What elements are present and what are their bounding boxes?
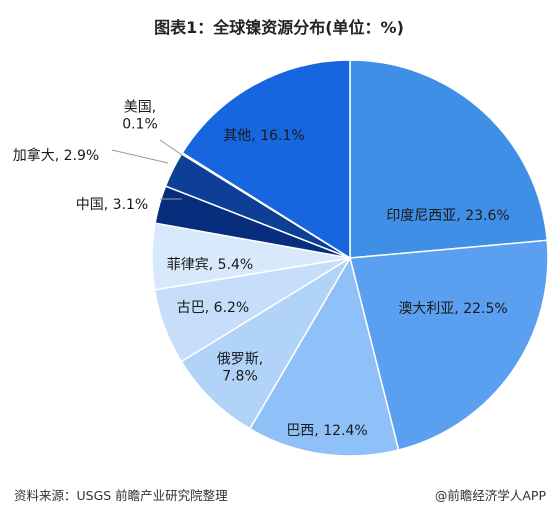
slice-label-9: 美国, 0.1%	[122, 100, 158, 133]
source-note: 资料来源：USGS 前瞻产业研究院整理	[14, 488, 228, 503]
pie-slice-10	[181, 59, 351, 260]
pie-slice-1	[349, 59, 549, 259]
chart-title: 图表1：全球镍资源分布(单位：%)	[154, 18, 404, 37]
slice-label-6: 菲律宾, 5.4%	[167, 257, 253, 273]
slice-label-7: 中国, 3.1%	[76, 197, 148, 213]
pie-slice-4	[180, 257, 351, 430]
slice-label-8: 加拿大, 2.9%	[13, 147, 99, 164]
slice-label-1: 印度尼西亚, 23.6%	[386, 208, 509, 224]
credit-note: @前瞻经济学人APP	[435, 488, 547, 503]
leader-line-8	[111, 149, 169, 164]
slice-label-3: 巴西, 12.4%	[286, 423, 367, 439]
slice-label-4: 俄罗斯, 7.8%	[217, 352, 263, 385]
leader-line-9	[159, 139, 183, 156]
pie-slice-2	[349, 239, 549, 451]
slice-label-10: 其他, 16.1%	[223, 128, 304, 144]
slice-label-5: 古巴, 6.2%	[177, 300, 249, 316]
pie-slice-3	[248, 256, 400, 457]
slice-label-2: 澳大利亚, 22.5%	[398, 301, 507, 317]
